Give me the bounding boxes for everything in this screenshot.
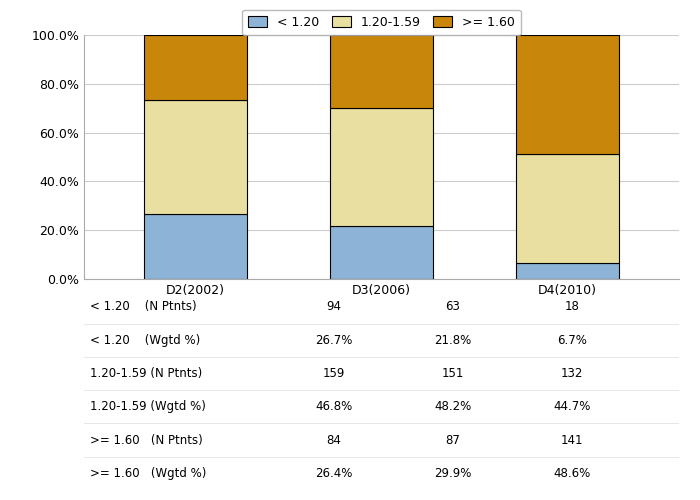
Bar — [330, 108, 433, 226]
Text: 26.7%: 26.7% — [315, 334, 353, 346]
Text: < 1.20    (N Ptnts): < 1.20 (N Ptnts) — [90, 300, 197, 314]
Text: 87: 87 — [445, 434, 461, 446]
Text: 94: 94 — [326, 300, 342, 314]
Bar — [144, 35, 246, 100]
Text: 132: 132 — [561, 367, 583, 380]
Text: >= 1.60   (N Ptnts): >= 1.60 (N Ptnts) — [90, 434, 203, 446]
Text: 46.8%: 46.8% — [315, 400, 353, 413]
Bar — [144, 100, 246, 214]
Text: 159: 159 — [323, 367, 345, 380]
Bar — [330, 226, 433, 279]
Text: 151: 151 — [442, 367, 464, 380]
Text: 141: 141 — [561, 434, 583, 446]
Text: 6.7%: 6.7% — [557, 334, 587, 346]
Text: 18: 18 — [564, 300, 580, 314]
Bar — [517, 154, 619, 263]
Legend: < 1.20, 1.20-1.59, >= 1.60: < 1.20, 1.20-1.59, >= 1.60 — [242, 10, 521, 35]
Text: 29.9%: 29.9% — [434, 467, 472, 480]
Bar — [144, 214, 246, 279]
Text: 48.2%: 48.2% — [434, 400, 472, 413]
Text: 63: 63 — [445, 300, 461, 314]
Text: 26.4%: 26.4% — [315, 467, 353, 480]
Bar — [517, 263, 619, 279]
Text: < 1.20    (Wgtd %): < 1.20 (Wgtd %) — [90, 334, 200, 346]
Text: 44.7%: 44.7% — [553, 400, 591, 413]
Text: 21.8%: 21.8% — [434, 334, 472, 346]
Text: 84: 84 — [326, 434, 342, 446]
Bar — [517, 35, 619, 154]
Text: 1.20-1.59 (Wgtd %): 1.20-1.59 (Wgtd %) — [90, 400, 206, 413]
Text: >= 1.60   (Wgtd %): >= 1.60 (Wgtd %) — [90, 467, 206, 480]
Text: 48.6%: 48.6% — [553, 467, 591, 480]
Text: 1.20-1.59 (N Ptnts): 1.20-1.59 (N Ptnts) — [90, 367, 202, 380]
Bar — [330, 35, 433, 108]
